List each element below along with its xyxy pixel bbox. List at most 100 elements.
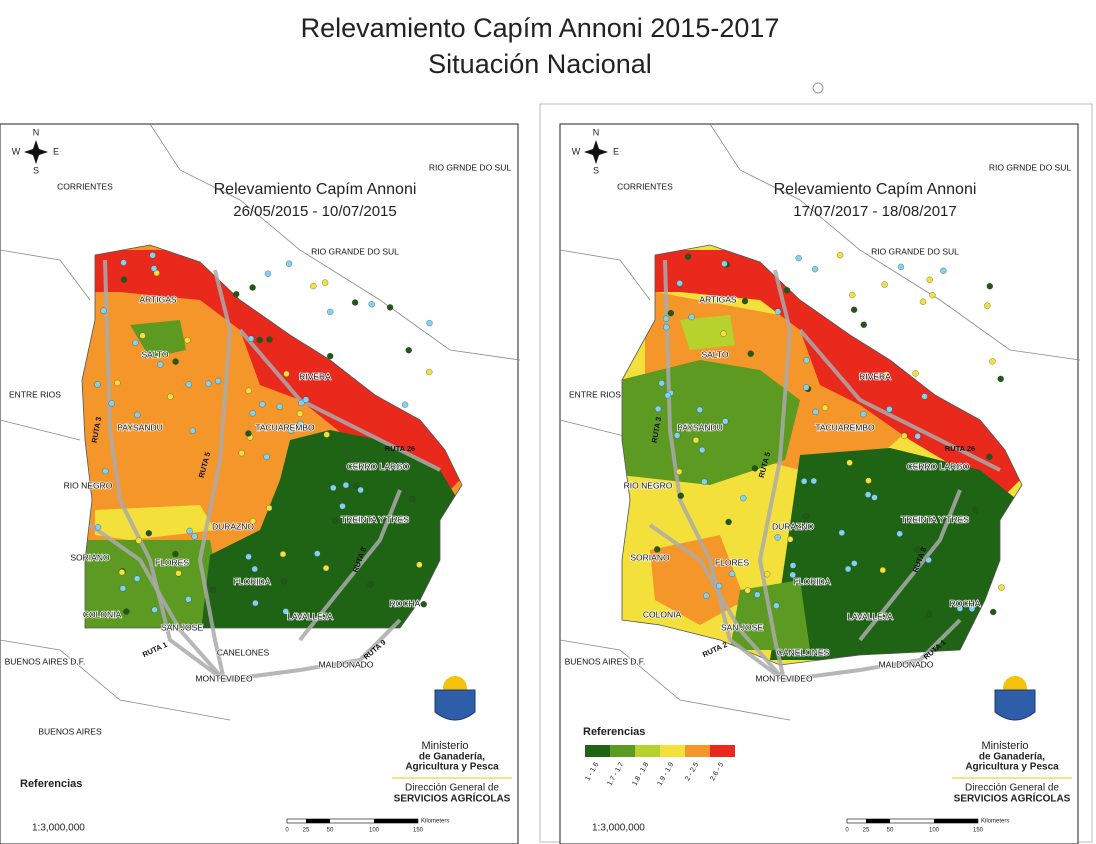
route-label: RUTA 3 <box>650 416 663 443</box>
survey-point <box>879 566 886 574</box>
survey-point <box>249 517 257 525</box>
survey-point <box>715 582 723 590</box>
survey-point <box>191 533 198 540</box>
survey-point <box>186 527 193 535</box>
place-label: TREINTA Y TRES <box>341 514 409 524</box>
survey-point <box>654 546 661 553</box>
survey-point <box>102 467 109 475</box>
zone <box>622 360 800 485</box>
place-label: ENTRE RIOS <box>569 389 621 399</box>
road <box>298 489 402 642</box>
survey-point <box>150 265 158 272</box>
survey-point <box>881 281 888 288</box>
survey-point <box>740 495 747 502</box>
survey-point <box>245 430 252 437</box>
survey-point <box>667 309 675 317</box>
survey-point <box>357 486 364 494</box>
map-panel: N S W E Relevamiento Capím Annoni 26/05/2015 … <box>0 123 521 844</box>
survey-point <box>850 306 858 313</box>
survey-point <box>811 265 819 273</box>
route-label: RUTA 26 <box>945 444 975 453</box>
scale-ratio: 1:3,000,000 <box>592 823 645 834</box>
survey-point <box>123 608 130 615</box>
ministry-text: SERVICIOS AGRÍCOLAS <box>954 792 1071 805</box>
survey-point <box>968 605 976 612</box>
survey-point <box>846 459 853 466</box>
survey-point <box>94 381 101 388</box>
survey-point <box>285 260 293 267</box>
place-label: CANELONES <box>217 647 270 657</box>
survey-point <box>321 279 329 286</box>
survey-point <box>721 260 728 267</box>
survey-point <box>919 298 927 305</box>
scalebar-tick: 100 <box>369 828 380 834</box>
survey-point <box>851 560 858 567</box>
place-label: SAN JOSE <box>721 622 763 632</box>
road <box>757 269 793 681</box>
survey-point <box>929 292 936 299</box>
survey-point <box>120 259 127 266</box>
survey-point <box>263 453 270 461</box>
scalebar-fill <box>866 819 890 823</box>
scalebar-tick: 25 <box>863 828 870 834</box>
panels: N S W E Relevamiento Capím Annoni 26/05/2015 … <box>0 123 1081 844</box>
survey-point <box>205 380 212 387</box>
survey-point <box>283 370 290 378</box>
survey-point <box>256 336 263 344</box>
survey-point <box>367 581 374 588</box>
survey-point <box>266 336 273 343</box>
survey-point <box>339 503 346 510</box>
place-label: SORIANO <box>70 552 110 562</box>
survey-point <box>986 283 993 290</box>
survey-point <box>886 406 893 413</box>
survey-point <box>688 313 695 321</box>
survey-point <box>249 284 256 291</box>
survey-point <box>997 375 1004 383</box>
compass-letter: S <box>593 165 599 175</box>
survey-point <box>118 569 126 576</box>
place-label: RIO GRANDE DO SUL <box>311 246 399 256</box>
survey-point <box>331 517 339 524</box>
survey-point <box>108 400 115 407</box>
survey-point <box>703 592 710 599</box>
survey-point <box>405 347 412 354</box>
legend-swatch <box>635 745 660 757</box>
survey-point <box>132 339 139 346</box>
survey-point <box>989 358 996 365</box>
place-label: ENTRE RIOS <box>9 389 61 399</box>
survey-point <box>844 565 852 573</box>
legend-swatch <box>685 745 710 757</box>
place-label: CERRO LARGO <box>907 461 970 471</box>
survey-point <box>860 410 867 418</box>
place-label: TACUAREMBO <box>255 422 315 432</box>
survey-point <box>330 484 337 492</box>
survey-point <box>676 468 683 475</box>
place-label: ROCHA <box>950 598 981 608</box>
survey-point <box>692 437 700 444</box>
survey-point <box>940 267 947 274</box>
survey-point <box>699 446 706 454</box>
survey-point <box>972 507 979 514</box>
survey-point <box>925 611 933 618</box>
place-label: BUENOS AIRES <box>38 726 102 736</box>
survey-point <box>800 478 808 485</box>
survey-point <box>119 585 127 592</box>
survey-point <box>172 550 179 558</box>
survey-point <box>310 282 317 290</box>
scalebar-unit: Kilometers <box>981 819 1009 825</box>
survey-point <box>120 276 128 283</box>
road <box>858 489 962 642</box>
survey-point <box>210 586 217 594</box>
survey-point <box>774 534 781 541</box>
place-label: CANELONES <box>777 647 830 657</box>
survey-point <box>901 432 908 440</box>
place-label: ARTIGAS <box>699 294 736 304</box>
scalebar-tick: 150 <box>413 828 424 834</box>
ministry-text: de Ganadería, <box>979 752 1045 763</box>
place-label: CORRIENTES <box>617 181 673 191</box>
survey-point <box>849 291 856 299</box>
survey-point <box>426 319 433 327</box>
survey-point <box>751 465 759 472</box>
scalebar-tick: 25 <box>303 828 310 834</box>
survey-point <box>812 408 819 416</box>
